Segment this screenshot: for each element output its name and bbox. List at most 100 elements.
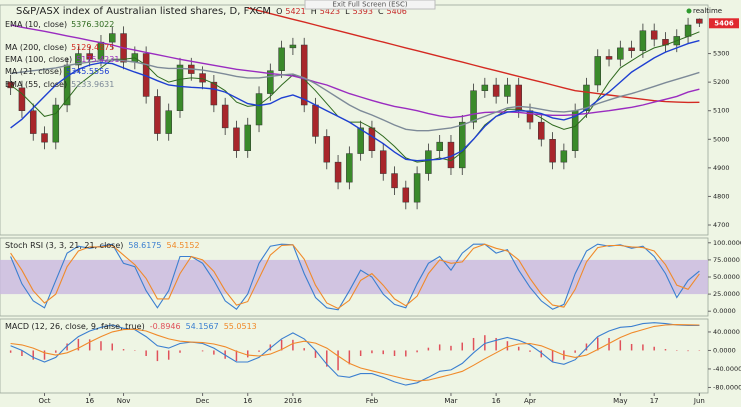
candle-body (391, 173, 398, 189)
candle-body (289, 44, 297, 49)
panel-title: Stoch RSI (3, 3, 21, 21, close) 58.6175 54… (5, 241, 200, 250)
candle-body (41, 133, 48, 143)
title-text: Stoch RSI (3, 3, 21, 21, close) (5, 241, 123, 250)
candle-body (255, 93, 263, 126)
candle-body (583, 84, 590, 111)
y-tick-label: 40.0000 (713, 328, 740, 336)
candle-body (628, 47, 635, 51)
candle-body (199, 73, 206, 83)
series-line (10, 31, 700, 163)
candle-body (594, 56, 601, 86)
candle-body (368, 127, 376, 151)
candle-body (436, 141, 443, 151)
candle-body (379, 150, 387, 174)
candle-body (617, 47, 624, 60)
x-tick-label: Nov (117, 397, 131, 405)
x-tick-label: Mar (444, 397, 457, 405)
x-tick-label: Apr (524, 397, 536, 405)
panel (9, 322, 701, 386)
legend-name: EMA (100, close) (5, 55, 72, 64)
y-tick-label: 5100 (713, 107, 730, 115)
candle-body (357, 127, 364, 154)
ohlc-key: H (311, 7, 317, 16)
candle-body (639, 30, 647, 51)
candle-body (109, 33, 116, 43)
series-line (247, 7, 700, 104)
legend-name: MA (200, close) (5, 43, 67, 52)
price-box (709, 18, 739, 29)
legend-entry: EMA (10, close) 5376.3022 (5, 20, 114, 29)
x-tick-label: 16 (85, 397, 94, 405)
candle-body (278, 47, 285, 71)
y-tick-label: 0.0000 (713, 307, 736, 315)
candle-body (154, 96, 161, 134)
candle-body (402, 187, 410, 203)
legend-value: 5233.9631 (71, 80, 114, 89)
ohlc-key: L (345, 7, 350, 16)
x-tick-label: 17 (650, 397, 659, 405)
panel-frame (0, 318, 709, 394)
candle-body (300, 44, 308, 106)
price-box-label: 5406 (714, 19, 734, 27)
candle-body (481, 84, 489, 91)
x-tick-label: 16 (243, 397, 252, 405)
y-tick-label: 5000 (713, 135, 730, 143)
title-text: S&P/ASX index of Australian listed share… (16, 6, 271, 17)
series-line (10, 324, 700, 382)
candle-body (684, 24, 692, 37)
y-tick-label: 50.0000 (713, 273, 740, 281)
panel-title: MACD (12, 26, close, 9, false, true) -0.8… (5, 322, 257, 331)
y-tick-label: 4800 (713, 192, 730, 200)
y-tick-label: 25.0000 (713, 290, 740, 298)
y-tick-label: 5200 (713, 78, 730, 86)
y-tick-label: -40.0000 (713, 365, 741, 373)
candle-body (560, 150, 568, 163)
x-tick-label: Feb (366, 397, 379, 405)
candle-body (165, 110, 172, 134)
x-tick-label: May (613, 397, 627, 405)
ohlc-value: 5423 (320, 7, 340, 16)
legend-name: EMA (55, close) (5, 80, 67, 89)
header-value: -0.8946 (150, 322, 181, 331)
candle-body (323, 136, 331, 163)
y-tick-label: 100.0000 (713, 239, 741, 247)
candle-body (75, 53, 82, 66)
candle-body (538, 121, 545, 140)
candle-body (52, 104, 60, 143)
ohlc-value: 5393 (353, 7, 373, 16)
x-tick-label: 16 (492, 397, 501, 405)
legend-value: 5376.3022 (71, 20, 114, 29)
y-tick-label: 0.0000 (713, 346, 736, 354)
legend-name: MA (21, close) (5, 67, 62, 76)
candle-body (312, 104, 319, 137)
series-line (10, 24, 700, 119)
y-tick-label: 75.0000 (713, 256, 740, 264)
candle-body (650, 30, 658, 40)
candle-body (605, 56, 613, 60)
candle-body (504, 84, 511, 97)
header-value: 54.1567 (186, 322, 219, 331)
candle-body (18, 87, 26, 111)
y-tick-label: -80.0000 (713, 383, 741, 391)
candle-body (221, 104, 229, 129)
exit-button-label[interactable]: Exit Full Screen (ESC) (332, 1, 407, 9)
x-tick-label: Dec (196, 397, 210, 405)
realtime-dot (686, 8, 692, 14)
candle-body (696, 18, 703, 24)
series-line (10, 322, 700, 386)
candle-body (267, 70, 274, 94)
x-tick-label: Oct (38, 397, 50, 405)
series-line (10, 59, 700, 132)
header-value: 58.6175 (128, 241, 161, 250)
ohlc-value: 5421 (285, 7, 305, 16)
exit-button[interactable] (304, 0, 436, 10)
candle-body (176, 64, 184, 111)
realtime-label: realtime (693, 7, 722, 15)
legend-value: 5129.4875 (71, 43, 114, 52)
candle-body (86, 53, 93, 60)
panel (7, 7, 703, 210)
candle-body (233, 127, 240, 151)
ohlc-value: 5406 (387, 7, 407, 16)
legend-entry: EMA (100, close) 5175.4231 (5, 55, 119, 64)
